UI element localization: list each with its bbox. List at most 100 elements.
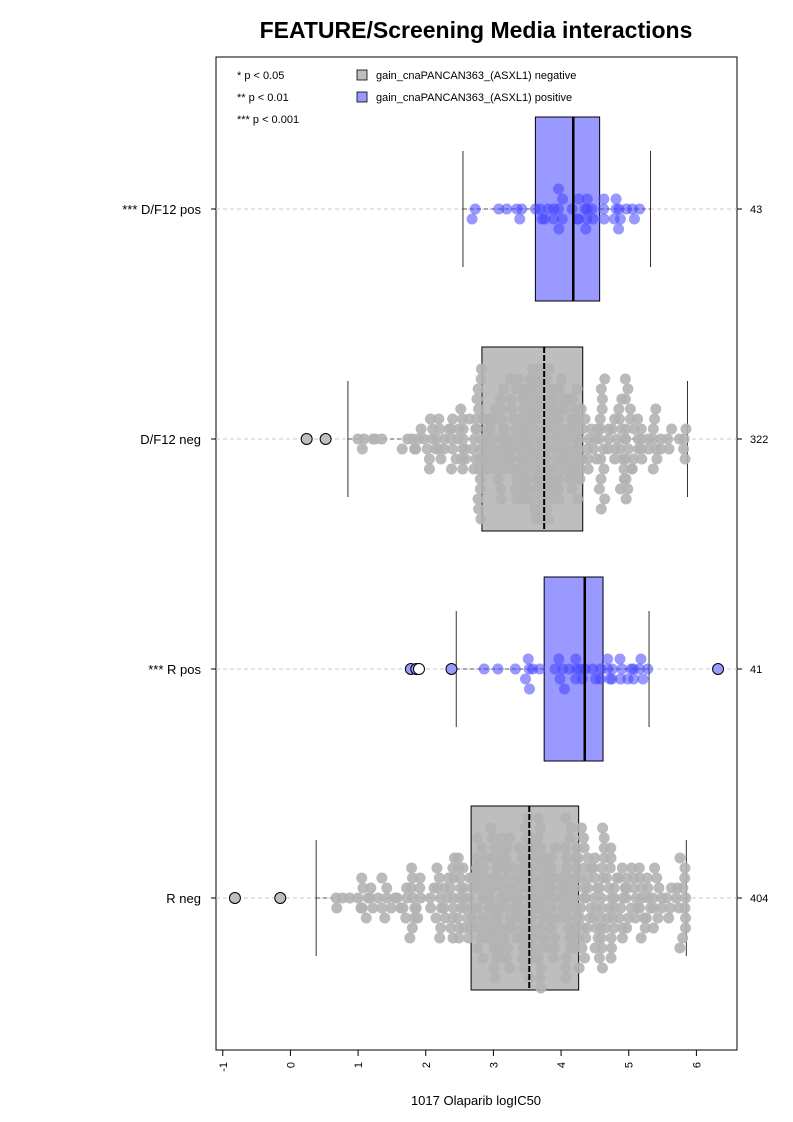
- category-3: R neg 404: [166, 805, 768, 994]
- data-point: [482, 463, 494, 475]
- data-point: [534, 383, 546, 395]
- data-point: [598, 463, 610, 475]
- data-point: [360, 912, 372, 924]
- data-point: [602, 663, 614, 675]
- data-point: [508, 443, 520, 455]
- data-point: [647, 892, 659, 904]
- data-point: [430, 912, 442, 924]
- category-count: 322: [750, 434, 768, 446]
- data-point: [616, 922, 628, 934]
- data-point: [455, 882, 467, 894]
- data-point: [562, 433, 574, 445]
- data-point: [571, 842, 583, 854]
- data-point: [496, 413, 508, 425]
- data-point: [678, 443, 690, 455]
- data-point: [401, 882, 413, 894]
- data-point: [471, 852, 483, 864]
- data-point: [606, 892, 618, 904]
- data-point: [501, 433, 513, 445]
- category-0: *** D/F12 pos 43: [122, 116, 762, 302]
- data-point: [547, 463, 559, 475]
- data-point: [404, 932, 416, 944]
- data-point: [570, 872, 582, 884]
- data-point: [513, 842, 525, 854]
- data-point: [616, 663, 628, 675]
- data-point: [446, 463, 458, 475]
- data-point: [616, 393, 628, 405]
- data-point: [598, 203, 610, 215]
- data-point: [475, 363, 487, 375]
- data-point: [576, 942, 588, 954]
- data-point: [642, 663, 654, 675]
- data-point: [424, 463, 436, 475]
- category-label: D/F12 neg: [140, 432, 201, 447]
- data-point: [508, 912, 520, 924]
- data-point: [656, 902, 668, 914]
- data-point: [559, 403, 571, 415]
- outlier-point: [412, 663, 425, 675]
- category-2: *** R pos 41: [148, 576, 762, 762]
- data-point: [596, 862, 608, 874]
- data-point: [647, 463, 659, 475]
- data-point: [469, 433, 481, 445]
- data-point: [457, 423, 469, 435]
- data-point: [491, 862, 503, 874]
- data-point: [523, 683, 535, 695]
- data-point: [356, 443, 368, 455]
- data-point: [547, 393, 559, 405]
- data-point: [649, 862, 661, 874]
- data-point: [472, 922, 484, 934]
- data-point: [584, 912, 596, 924]
- category-label: R neg: [166, 891, 201, 906]
- x-tick-label: 1: [353, 1062, 365, 1068]
- data-point: [620, 493, 632, 505]
- data-point: [616, 932, 628, 944]
- data-point: [545, 922, 557, 934]
- data-point: [615, 483, 627, 495]
- data-point: [482, 932, 494, 944]
- data-point: [576, 673, 588, 685]
- data-point: [582, 443, 594, 455]
- data-point: [581, 922, 593, 934]
- data-point: [663, 443, 675, 455]
- data-point: [664, 902, 676, 914]
- data-point: [531, 922, 543, 934]
- data-point: [475, 513, 487, 525]
- data-point: [457, 433, 469, 445]
- data-point: [591, 882, 603, 894]
- data-point: [406, 872, 418, 884]
- data-point: [506, 403, 518, 415]
- data-point: [622, 443, 634, 455]
- data-point: [534, 433, 546, 445]
- data-point: [605, 852, 617, 864]
- data-point: [625, 663, 637, 675]
- legend-significance-text: * p < 0.05: [237, 70, 284, 82]
- data-point: [620, 203, 632, 215]
- data-point: [486, 453, 498, 465]
- data-point: [473, 403, 485, 415]
- data-point: [541, 852, 553, 864]
- data-point: [620, 892, 632, 904]
- data-point: [592, 932, 604, 944]
- data-point: [424, 892, 436, 904]
- outlier-point: [712, 663, 725, 675]
- data-point: [447, 862, 459, 874]
- x-tick-label: 5: [624, 1062, 636, 1068]
- data-point: [555, 912, 567, 924]
- data-point: [443, 872, 455, 884]
- data-point: [410, 902, 422, 914]
- data-point: [616, 423, 628, 435]
- data-point: [541, 862, 553, 874]
- data-point: [517, 862, 529, 874]
- data-point: [457, 463, 469, 475]
- data-point: [576, 423, 588, 435]
- data-point: [542, 912, 554, 924]
- data-point: [564, 832, 576, 844]
- data-point: [548, 213, 560, 225]
- data-point: [529, 892, 541, 904]
- data-point: [632, 433, 644, 445]
- data-point: [596, 403, 608, 415]
- data-point: [563, 922, 575, 934]
- data-point: [542, 433, 554, 445]
- data-point: [534, 503, 546, 515]
